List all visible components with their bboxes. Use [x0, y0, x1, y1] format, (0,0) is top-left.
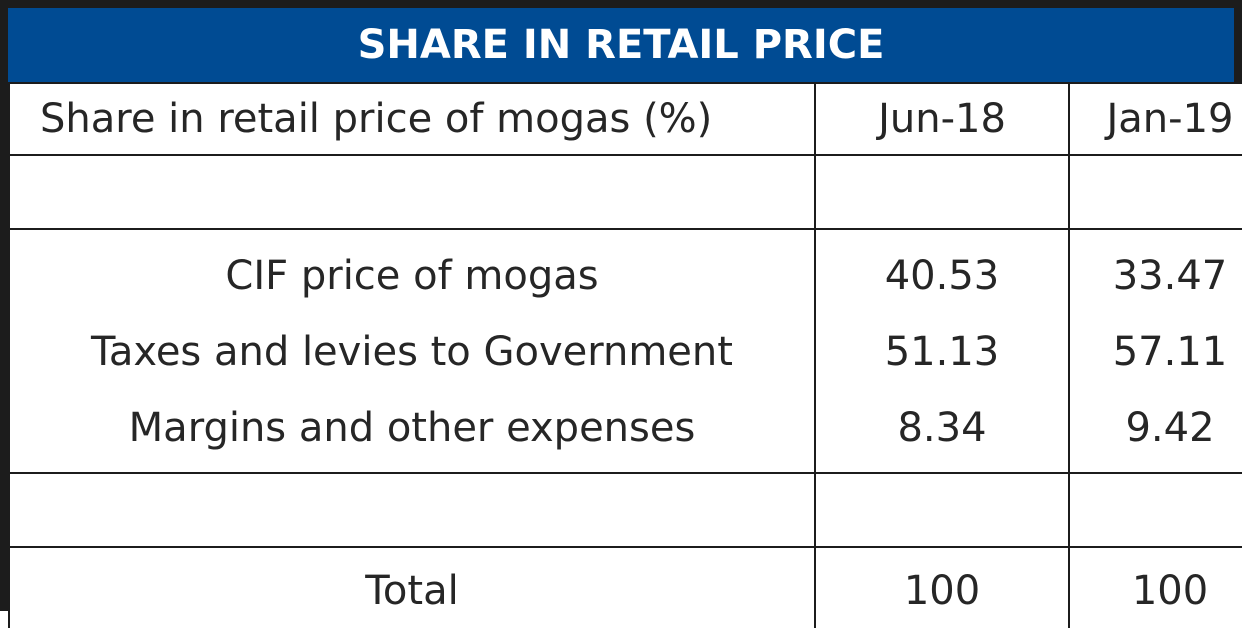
column-header-label: Share in retail price of mogas (%) — [8, 82, 816, 156]
value-cell: 100 — [814, 546, 1070, 628]
row-label: Total — [8, 546, 816, 628]
empty-cell — [814, 472, 1070, 548]
empty-cell — [1068, 154, 1242, 230]
table-row-cif: CIF price of mogas 40.53 33.47 — [8, 228, 1242, 314]
value-cell: 33.47 — [1068, 228, 1242, 314]
value-cell: 8.34 — [814, 390, 1070, 474]
value-cell: 57.11 — [1068, 314, 1242, 390]
table-row-margins: Margins and other expenses 8.34 9.42 — [8, 390, 1242, 474]
column-header-jan19: Jan-19 — [1068, 82, 1242, 156]
row-label: Margins and other expenses — [8, 390, 816, 474]
empty-row — [8, 472, 1242, 548]
empty-cell — [8, 154, 816, 230]
header-row: Share in retail price of mogas (%) Jun-1… — [8, 82, 1242, 156]
table-title: SHARE IN RETAIL PRICE — [8, 8, 1234, 82]
value-cell: 100 — [1068, 546, 1242, 628]
empty-cell — [1068, 472, 1242, 548]
value-cell: 9.42 — [1068, 390, 1242, 474]
table-row-taxes: Taxes and levies to Government 51.13 57.… — [8, 314, 1242, 390]
data-table: Share in retail price of mogas (%) Jun-1… — [8, 82, 1242, 628]
table-row-total: Total 100 100 — [8, 546, 1242, 628]
empty-cell — [8, 472, 816, 548]
value-cell: 40.53 — [814, 228, 1070, 314]
column-header-jun18: Jun-18 — [814, 82, 1070, 156]
empty-row — [8, 154, 1242, 230]
value-cell: 51.13 — [814, 314, 1070, 390]
row-label: CIF price of mogas — [8, 228, 816, 314]
table-title-text: SHARE IN RETAIL PRICE — [357, 22, 885, 68]
empty-cell — [814, 154, 1070, 230]
row-label: Taxes and levies to Government — [8, 314, 816, 390]
